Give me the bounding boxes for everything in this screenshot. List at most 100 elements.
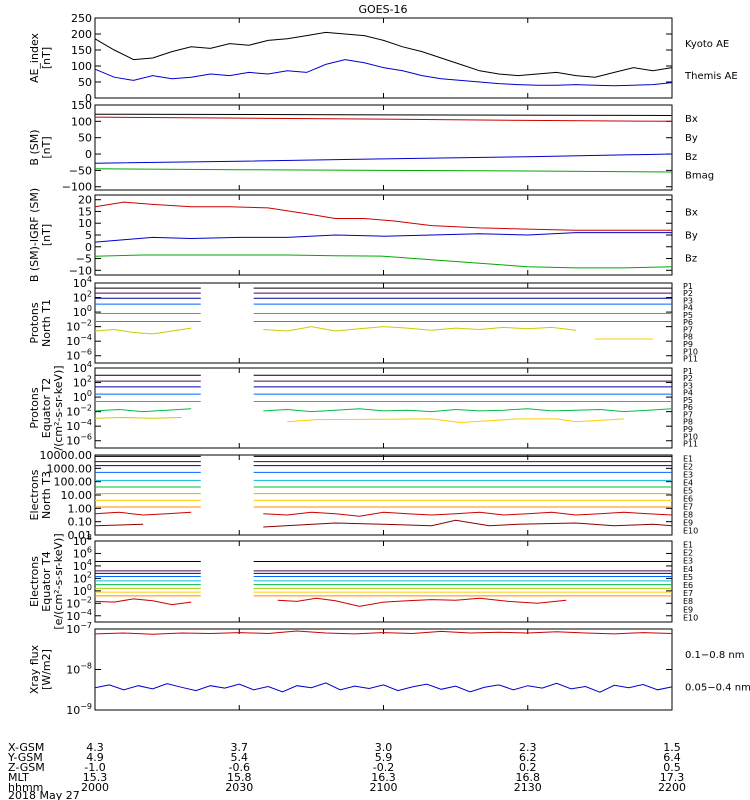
legend-entry: Kyoto AE [685,39,729,50]
y-tick-label: 104 [73,558,92,573]
legend-entry: E6 [683,581,693,590]
legend-entry: P4 [683,304,693,313]
legend-entry: P1 [683,282,693,291]
x-tick-value: 2000 [81,781,109,794]
legend-entry: E5 [683,486,693,495]
y-axis-label: [nT] [40,224,53,246]
y-tick-label: 10−8 [66,662,92,677]
x-tick-value: 3.0 [375,741,393,754]
x-tick-value: 2100 [370,781,398,794]
y-tick-label: 0.10 [68,516,93,529]
y-axis-label: [nT] [40,136,53,158]
y-axis-label: B (SM) [28,129,41,165]
x-tick-value: 4.9 [86,751,104,764]
y-tick-label: −50 [69,164,92,177]
legend-entry: E3 [683,557,693,566]
y-tick-label: 10−2 [66,595,92,610]
panel-frame [94,628,673,711]
legend-entry: P3 [683,381,693,390]
y-tick-label: 10−4 [66,333,92,348]
legend-entry: E10 [683,526,698,535]
y-tick-label: 250 [71,12,92,25]
legend-entry: P5 [683,396,693,405]
legend-entry: E1 [683,540,693,549]
legend-entry: P8 [683,333,693,342]
y-tick-label: 102 [73,375,92,390]
x-tick-value: -1.0 [84,761,105,774]
legend-entry: P7 [683,325,693,334]
x-row-label: Z-GSM [8,761,45,774]
x-tick-value: 0.5 [663,761,681,774]
y-tick-label: 0 [85,241,92,254]
series-e9 [263,511,673,517]
y-axis-label: Equator T4 [40,551,53,611]
legend-entry: P9 [683,425,693,434]
x-row-label: X-GSM [8,741,44,754]
series-e9 [277,597,567,607]
legend-entry: P2 [683,374,693,383]
y-tick-label: 10−4 [66,608,92,623]
x-tick-value: 15.8 [227,771,252,784]
legend-entry: P10 [683,347,698,356]
legend-entry: P6 [683,318,693,327]
legend-entry: E9 [683,605,693,614]
y-tick-label: 106 [73,545,92,560]
y-tick-label: 10−6 [66,433,92,448]
y-tick-label: 10−6 [66,348,92,363]
legend-entry: P10 [683,432,698,441]
legend-entry: P3 [683,296,693,305]
x-row-label: hhmm [8,781,43,794]
panel-frame [94,194,673,276]
legend-entry: 0.05−0.4 nm [685,683,750,694]
panel-xray: 10−9 10−8 10−7 Xray flux [W/m2] 0.1−0.8 nm 0.0… [28,621,750,717]
legend-entry: E5 [683,573,693,582]
y-tick-label: 100 [71,60,92,73]
series-themis-ae [94,31,673,78]
y-axis-label: [nT] [40,47,53,69]
y-tick-label: 104 [73,275,92,290]
y-tick-label: 1000.00 [47,462,93,475]
panel-frame [94,17,673,99]
y-tick-label: 10−7 [66,621,92,636]
x-tick-value: 2.3 [519,741,537,754]
date-label: 2018 May 27 [8,789,80,800]
y-tick-label: 20 [78,194,92,207]
series-bx [94,232,672,243]
x-tick-value: 2030 [225,781,253,794]
y-tick-label: 5 [85,229,92,242]
legend-entry: P5 [683,311,693,320]
y-tick-label: 0 [85,92,92,105]
y-axis-label: Electrons [28,469,41,520]
x-tick-value: 3.7 [231,741,249,754]
legend-entry: P1 [683,367,693,376]
y-axis-label: [e/(cm²-s-sr-keV)] [52,533,65,629]
legend-entry: 0.1−0.8 nm [685,650,744,661]
y-axis-label: [W/m2] [40,649,53,690]
legend-entry: Themis AE [684,71,738,82]
legend-entry: E8 [683,597,693,606]
y-tick-label: 10−4 [66,418,92,433]
panel-frame [94,540,673,623]
y-tick-label: 100.00 [54,476,93,489]
panel-bsm: −100 −50 0 50 100 150 B (SM) [nT] Bx By Bz Bmag [28,99,714,194]
legend-entry: E7 [683,502,693,511]
series-0-1-0-8-nm [94,630,673,635]
legend-entry: P2 [683,289,693,298]
y-tick-label: 50 [78,76,92,89]
panel-frame [94,454,673,536]
x-tick-value: -0.2 [373,761,394,774]
y-tick-label: 1.00 [68,502,93,515]
legend-entry: E7 [683,589,693,598]
legend-entry: E1 [683,454,693,463]
series-bmag [94,113,673,116]
x-tick-value: 16.8 [516,771,541,784]
series-bz [94,201,672,231]
x-row-label: MLT [8,771,29,784]
y-tick-label: 100 [73,583,92,598]
y-tick-label: 10−2 [66,404,92,419]
